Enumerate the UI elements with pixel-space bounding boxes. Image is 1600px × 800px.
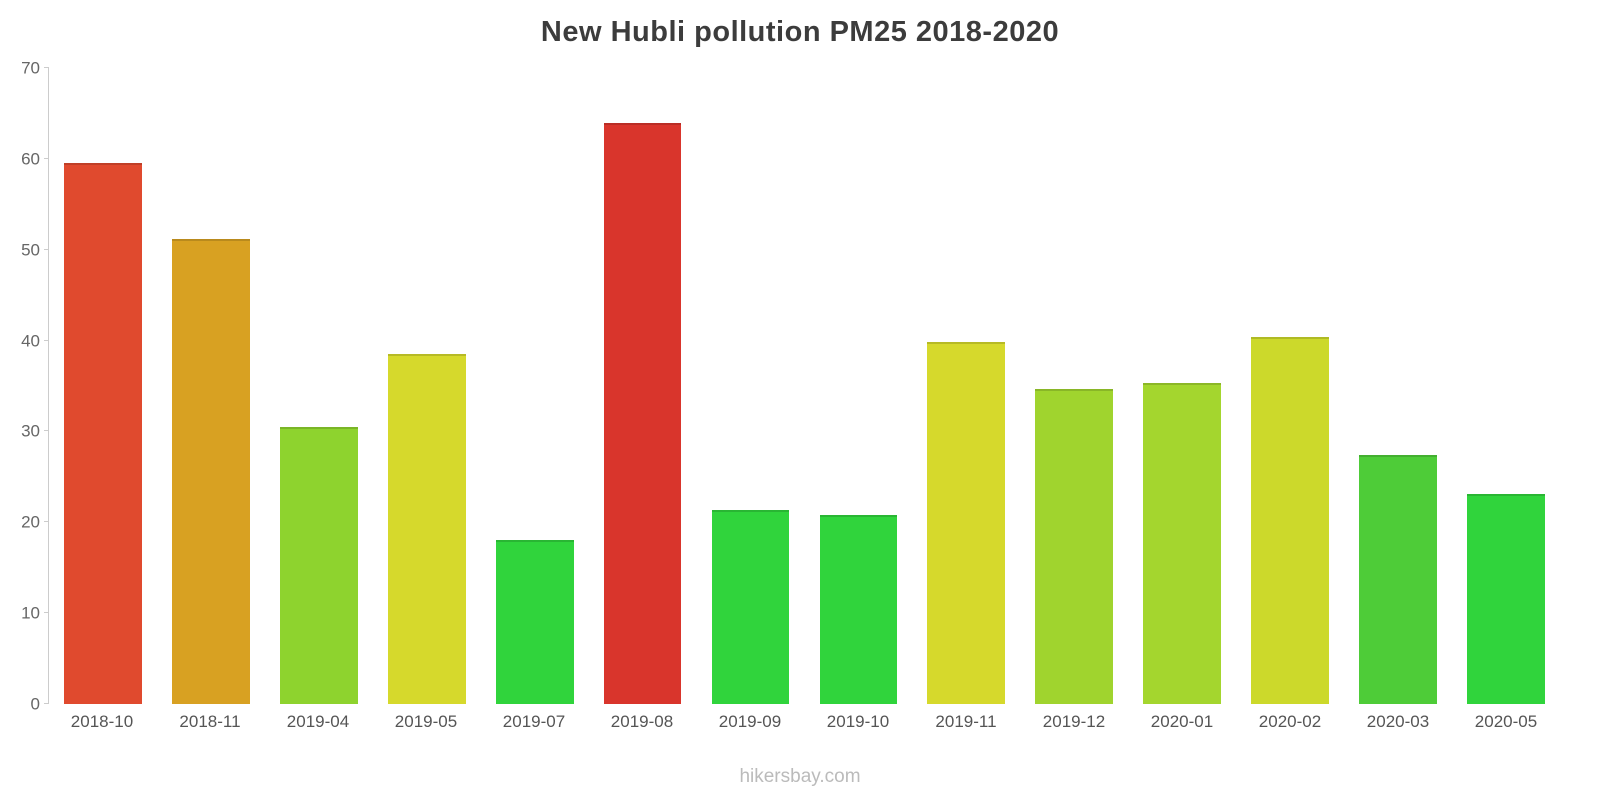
y-tick-label: 10 (21, 603, 40, 623)
y-tick-mark (44, 157, 49, 159)
x-tick-label: 2018-10 (70, 712, 134, 731)
y-tick-label: 50 (21, 240, 40, 260)
y-tick-label: 40 (21, 331, 40, 351)
x-tick-label: 2019-09 (718, 712, 782, 731)
footer-watermark: hikersbay.com (739, 766, 861, 787)
y-tick-mark (44, 521, 49, 523)
bar-2019-12[interactable] (1035, 388, 1114, 704)
bar-2018-10[interactable] (64, 163, 142, 704)
bar-slot (373, 68, 481, 704)
x-tick-label: 2019-08 (610, 712, 674, 731)
bar-2019-09[interactable] (711, 510, 790, 704)
y-tick-label: 20 (21, 512, 40, 532)
y-axis: 0 10 20 30 40 50 60 70 (0, 60, 42, 713)
x-axis: 2018-10 2018-11 2019-04 2019-05 2019-07 2019-… (48, 712, 1560, 732)
x-tick-label: 2020-02 (1258, 712, 1322, 731)
bar-2019-07[interactable] (495, 539, 574, 704)
bar-slot (1128, 68, 1236, 704)
bar-2018-11[interactable] (172, 238, 250, 704)
bar-slot (1452, 68, 1560, 704)
bar-2020-01[interactable] (1143, 383, 1222, 704)
bar-slot (1344, 68, 1452, 704)
y-tick-label: 30 (21, 421, 40, 441)
y-tick-mark (44, 703, 49, 704)
bar-2020-03[interactable] (1359, 455, 1437, 704)
bar-2019-04[interactable] (279, 426, 358, 704)
y-tick-label: 0 (30, 694, 40, 714)
x-tick-label: 2020-03 (1366, 712, 1430, 731)
bar-slot (481, 68, 589, 704)
bar-2019-10[interactable] (819, 515, 898, 704)
bar-2019-05[interactable] (387, 354, 466, 704)
x-tick-label: 2020-05 (1474, 712, 1538, 731)
bar-slot (157, 68, 265, 704)
x-tick-label: 2019-10 (826, 712, 890, 731)
bar-slot (804, 68, 912, 704)
bar-slot (49, 68, 157, 704)
bar-slot (265, 68, 373, 704)
bar-2020-05[interactable] (1467, 494, 1545, 704)
x-tick-label: 2019-11 (935, 712, 997, 731)
bar-2020-02[interactable] (1251, 336, 1329, 704)
y-tick-mark (44, 248, 49, 250)
x-tick-label: 2020-01 (1150, 712, 1214, 731)
x-tick-label: 2019-05 (394, 712, 458, 731)
x-tick-label: 2019-07 (502, 712, 566, 731)
y-tick-mark (44, 339, 49, 341)
y-tick-mark (44, 67, 49, 68)
x-tick-label: 2019-12 (1042, 712, 1106, 731)
x-tick-label: 2019-04 (286, 712, 350, 731)
plot-area (44, 67, 1560, 704)
bar-2019-08[interactable] (603, 123, 682, 704)
y-tick-label: 70 (21, 58, 40, 78)
y-tick-mark (44, 430, 49, 432)
bar-slot (912, 68, 1020, 704)
bar-2019-11[interactable] (927, 342, 1006, 704)
x-tick-label: 2018-11 (179, 712, 241, 731)
y-tick-label: 60 (21, 149, 40, 169)
bar-slot (1020, 68, 1128, 704)
chart-title: New Hubli pollution PM25 2018-2020 (540, 16, 1060, 48)
bars (49, 68, 1560, 704)
bar-slot (697, 68, 805, 704)
y-tick-mark (44, 612, 49, 614)
bar-slot (589, 68, 697, 704)
bar-slot (1236, 68, 1344, 704)
